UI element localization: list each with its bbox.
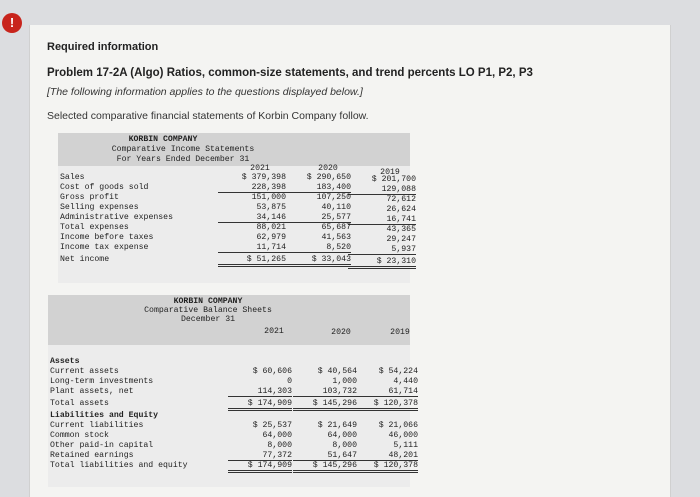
balance-value-2021: 8,000 <box>267 441 292 450</box>
income-value-2021: $ 51,265 <box>218 255 286 267</box>
income-value-2019: $ 201,700 <box>371 175 416 184</box>
intro-text: Selected comparative financial statement… <box>47 110 369 122</box>
income-value-2021: 53,875 <box>256 203 286 212</box>
balance-sheet-period: December 31 <box>180 315 236 324</box>
income-year-2021: 2021 <box>250 164 270 173</box>
balance-value-2021: $ 174,909 <box>228 461 292 473</box>
balance-row-label: Plant assets, net <box>50 387 134 396</box>
income-value-2020: 40,110 <box>321 203 351 212</box>
income-value-2021: $ 379,398 <box>241 173 286 182</box>
balance-value-2019: $ 21,066 <box>378 421 418 430</box>
balance-sheet-header-band <box>48 295 410 345</box>
income-year-2020: 2020 <box>318 164 338 173</box>
balance-year-2021: 2021 <box>264 327 284 336</box>
income-row-label: Selling expenses <box>60 203 139 212</box>
income-value-2021: 151,000 <box>251 193 286 202</box>
balance-sheet: KORBIN COMPANY Comparative Balance Sheet… <box>48 295 418 487</box>
balance-row-label: Long-term investments <box>50 377 154 386</box>
income-value-2020: 65,687 <box>321 223 351 232</box>
income-value-2019: 72,612 <box>386 195 416 204</box>
balance-row-label: Liabilities and Equity <box>50 411 159 420</box>
income-value-2021: 88,021 <box>256 223 286 232</box>
income-company-name: KORBIN COMPANY <box>128 135 198 144</box>
income-row-label: Gross profit <box>60 193 119 202</box>
balance-company-name: KORBIN COMPANY <box>173 297 243 306</box>
balance-row-label: Total assets <box>50 399 109 408</box>
income-row-label: Income before taxes <box>60 233 154 242</box>
balance-value-2021: 114,303 <box>228 387 292 397</box>
income-value-2021: 62,979 <box>256 233 286 242</box>
balance-value-2020: 51,647 <box>293 451 357 461</box>
income-value-2020: 107,250 <box>316 193 351 202</box>
balance-value-2019: $ 120,378 <box>354 461 418 473</box>
income-value-2021: 34,146 <box>218 213 286 223</box>
balance-row-label: Other paid-in capital <box>50 441 154 450</box>
balance-value-2019: 4,440 <box>393 377 418 386</box>
balance-row-label: Retained earnings <box>50 451 134 460</box>
income-year-2019: 2019 <box>380 168 400 177</box>
income-statement-period: For Years Ended December 31 <box>116 155 250 164</box>
income-value-2020: 183,400 <box>283 183 351 193</box>
income-value-2021: 228,398 <box>218 183 286 193</box>
income-row-label: Sales <box>60 173 85 182</box>
income-row-label: Total expenses <box>60 223 129 232</box>
balance-row-label: Current liabilities <box>50 421 144 430</box>
income-value-2019: 26,624 <box>386 205 416 214</box>
problem-title: Problem 17-2A (Algo) Ratios, common-size… <box>47 67 533 79</box>
income-value-2019: 129,088 <box>348 185 416 195</box>
balance-value-2019: 61,714 <box>354 387 418 397</box>
balance-row-label: Assets <box>50 357 80 366</box>
required-information-heading: Required information <box>47 41 159 53</box>
balance-row-label: Common stock <box>50 431 109 440</box>
balance-value-2021: 0 <box>287 377 292 386</box>
balance-value-2020: $ 145,296 <box>293 461 357 473</box>
balance-value-2020: $ 145,296 <box>293 399 357 411</box>
balance-value-2019: $ 54,224 <box>378 367 418 376</box>
balance-year-2020: 2020 <box>331 328 351 337</box>
balance-value-2019: 48,201 <box>354 451 418 461</box>
balance-value-2020: $ 21,649 <box>317 421 357 430</box>
income-value-2019: 43,365 <box>386 225 416 234</box>
balance-value-2020: 103,732 <box>293 387 357 397</box>
balance-value-2019: 5,111 <box>393 441 418 450</box>
income-value-2020: $ 33,043 <box>283 255 351 267</box>
balance-value-2021: 64,000 <box>262 431 292 440</box>
income-value-2019: 5,937 <box>348 245 416 255</box>
income-statement: KORBIN COMPANY Comparative Income Statem… <box>58 133 416 283</box>
balance-value-2020: 1,000 <box>332 377 357 386</box>
income-value-2021: 11,714 <box>218 243 286 253</box>
income-statement-title: Comparative Income Statements <box>111 145 255 154</box>
balance-value-2021: $ 60,606 <box>252 367 292 376</box>
income-row-label: Income tax expense <box>60 243 149 252</box>
balance-value-2019: 46,000 <box>388 431 418 440</box>
balance-value-2020: 8,000 <box>332 441 357 450</box>
income-value-2019: $ 23,310 <box>348 257 416 269</box>
balance-year-2019: 2019 <box>390 328 410 337</box>
balance-value-2021: 77,372 <box>228 451 292 461</box>
balance-value-2019: $ 120,378 <box>354 399 418 411</box>
balance-value-2021: $ 25,537 <box>252 421 292 430</box>
balance-value-2020: 64,000 <box>327 431 357 440</box>
balance-value-2020: $ 40,564 <box>317 367 357 376</box>
problem-panel: Required information Problem 17-2A (Algo… <box>29 25 671 497</box>
income-value-2019: 29,247 <box>386 235 416 244</box>
balance-row-label: Current assets <box>50 367 119 376</box>
income-row-label: Administrative expenses <box>60 213 174 222</box>
income-value-2019: 16,741 <box>348 215 416 225</box>
balance-value-2021: $ 174,909 <box>228 399 292 411</box>
income-row-label: Net income <box>60 255 110 264</box>
income-value-2020: 25,577 <box>283 213 351 223</box>
income-value-2020: 8,520 <box>283 243 351 253</box>
income-statement-header-band <box>58 133 410 166</box>
income-row-label: Cost of goods sold <box>60 183 149 192</box>
instruction-note: [The following information applies to th… <box>47 86 363 98</box>
income-value-2020: $ 290,650 <box>306 173 351 182</box>
alert-icon: ! <box>2 13 22 33</box>
income-value-2020: 41,563 <box>321 233 351 242</box>
balance-row-label: Total liabilities and equity <box>50 461 188 470</box>
balance-sheet-title: Comparative Balance Sheets <box>144 306 272 315</box>
